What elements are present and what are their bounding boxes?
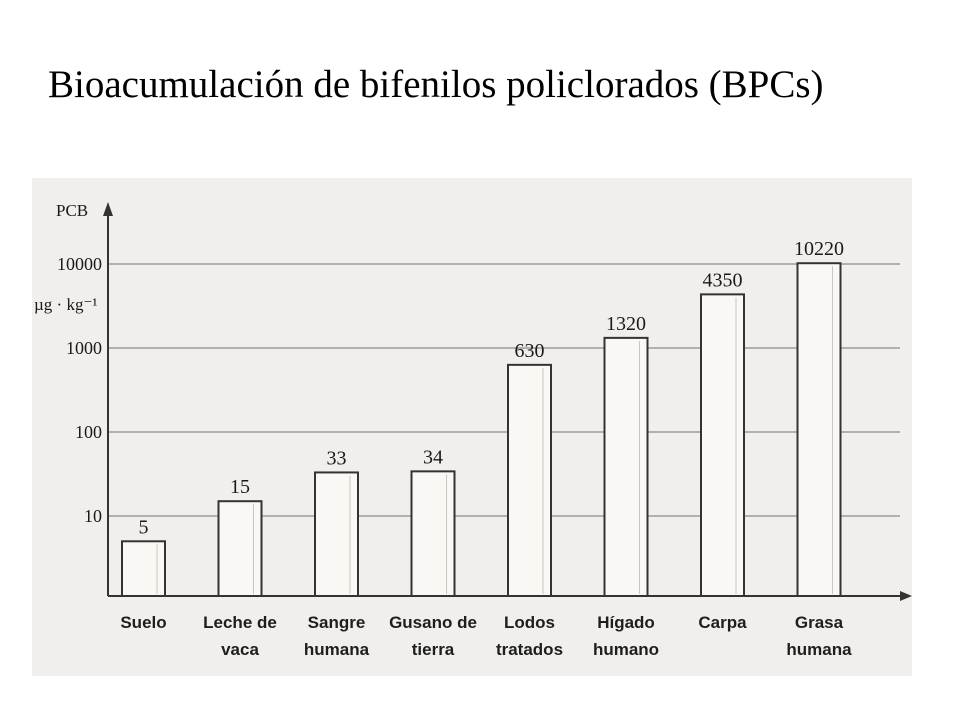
category-label: Hígado <box>597 613 655 632</box>
category-label: vaca <box>221 640 259 659</box>
data-label: 1320 <box>606 313 646 335</box>
gridlines <box>108 263 900 517</box>
category-label: Sangre <box>308 613 366 632</box>
y-tick-label: 1000 <box>66 338 102 358</box>
category-label: humana <box>786 640 852 659</box>
category-label: Grasa <box>795 613 844 632</box>
category-label: humana <box>304 640 370 659</box>
data-label: 33 <box>327 447 347 469</box>
bar <box>121 540 166 598</box>
bar <box>217 500 263 598</box>
y-tick-label: 10000 <box>57 254 102 274</box>
chart-background <box>32 178 912 676</box>
x-axis-arrow <box>900 591 912 601</box>
data-label: 15 <box>230 476 250 498</box>
bar <box>796 262 842 598</box>
y-tick-label: 100 <box>75 422 102 442</box>
data-label: 630 <box>515 340 545 362</box>
category-label: Suelo <box>120 613 166 632</box>
y-axis-arrow <box>103 202 113 216</box>
category-label: Leche de <box>203 613 277 632</box>
category-label: Gusano de <box>389 613 477 632</box>
category-label: tratados <box>496 640 563 659</box>
labels: 10 100 1000 10000 PCB µg · kg⁻¹ 5 Suelo 15 Leche … <box>34 201 852 659</box>
y-axis-title: PCB <box>56 201 88 220</box>
category-label: Carpa <box>698 613 747 632</box>
data-label: 5 <box>139 516 149 538</box>
bars <box>121 262 842 598</box>
bar <box>700 293 745 597</box>
category-label: tierra <box>412 640 455 659</box>
data-label: 4350 <box>703 269 743 291</box>
bar <box>410 470 456 597</box>
slide-title: Bioacumulación de bifenilos policlorados… <box>48 63 824 106</box>
data-label: 10220 <box>794 238 844 260</box>
data-label: 34 <box>423 446 443 468</box>
y-axis-unit: µg · kg⁻¹ <box>34 295 98 314</box>
y-tick-label: 10 <box>84 506 102 526</box>
bar-chart-svg: 10 100 1000 10000 PCB µg · kg⁻¹ 5 Suelo 15 Leche … <box>32 178 912 676</box>
bar <box>507 363 552 597</box>
category-label: Lodos <box>504 613 555 632</box>
chart: 10 100 1000 10000 PCB µg · kg⁻¹ 5 Suelo 15 Leche … <box>32 178 912 676</box>
bar <box>314 471 359 597</box>
bar <box>603 336 649 597</box>
category-label: humano <box>593 640 659 659</box>
